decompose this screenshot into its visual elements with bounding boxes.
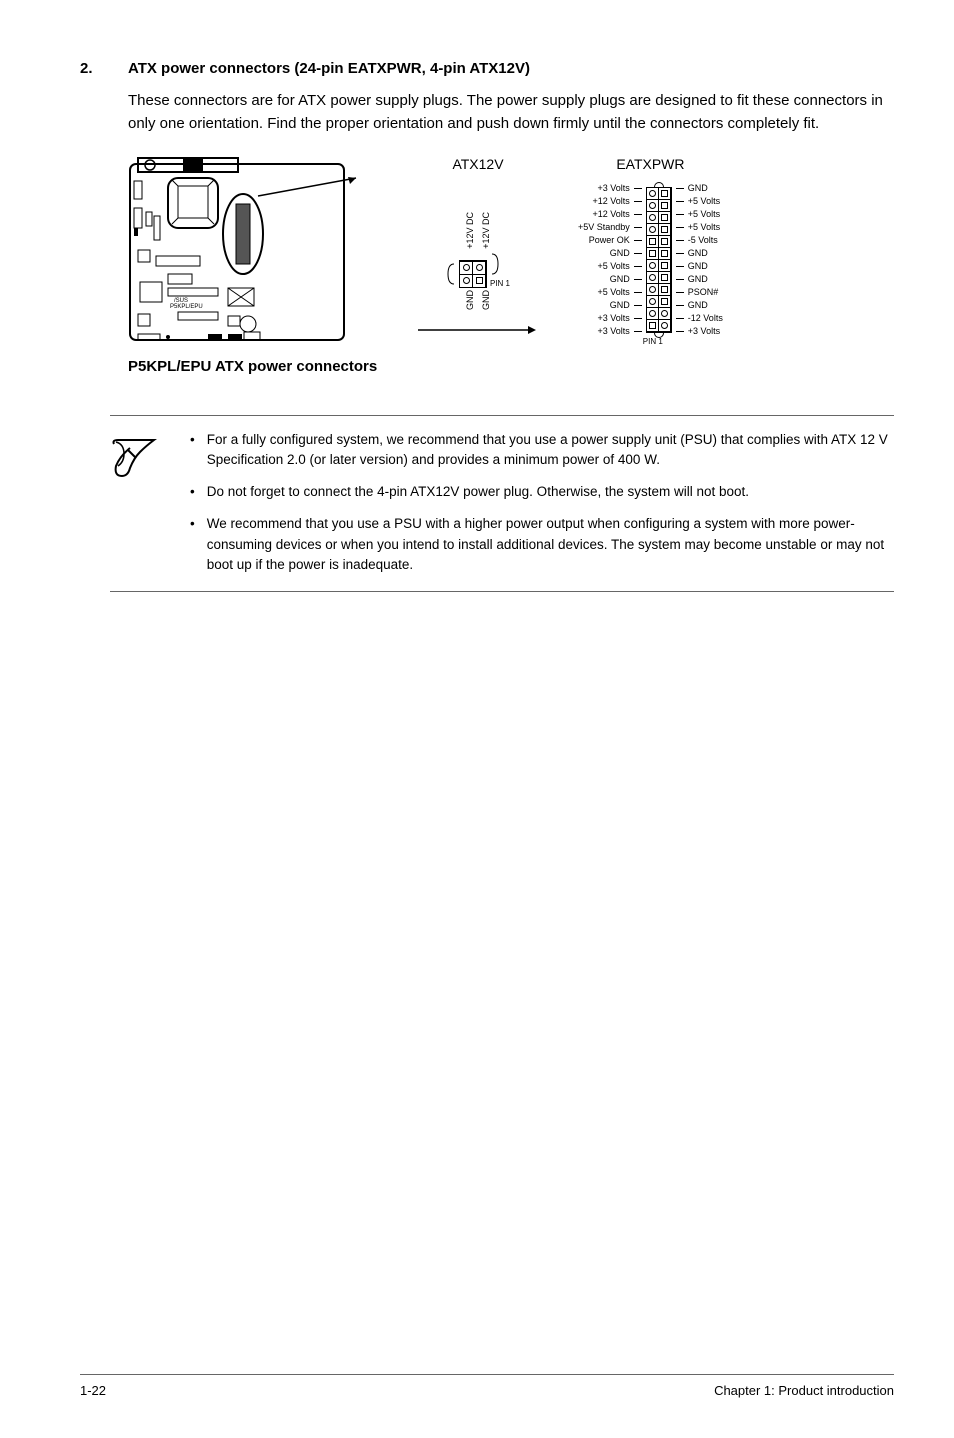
eatx-left-labels: +3 Volts +12 Volts +12 Volts +5V Standby… [578,182,630,338]
eatx-left-10: +3 Volts [578,312,630,325]
eatx-right-1: +5 Volts [688,195,723,208]
eatx-pin1: PIN 1 [643,337,663,346]
atx12v-top-1: +12V DC [481,212,491,249]
atx12v-bot-0: GND [465,290,475,310]
eatx-left-9: GND [578,299,630,312]
section-header: 2. ATX power connectors (24-pin EATXPWR,… [80,60,894,77]
eatx-right-11: +3 Volts [688,325,723,338]
eatx-left-8: +5 Volts [578,286,630,299]
page-footer: 1-22 Chapter 1: Product introduction [80,1374,894,1398]
atx12v-pins [459,260,487,288]
eatx-left-3: +5V Standby [578,221,630,234]
eatx-right-3: +5 Volts [688,221,723,234]
eatxpwr-label: EATXPWR [616,156,684,172]
note-list: For a fully configured system, we recomm… [190,430,894,576]
eatx-left-6: +5 Volts [578,260,630,273]
eatx-right-7: GND [688,273,723,286]
atx12v-column: ATX12V +12V DC +12V DC PIN 1 [418,156,538,341]
atx12v-notch-right [490,250,500,278]
note-0: For a fully configured system, we recomm… [207,430,894,471]
motherboard-diagram: /SUS P5KPL/EPU [128,156,358,346]
eatxpwr-column: EATXPWR +3 Volts +12 Volts +12 Volts +5V… [578,156,723,338]
atx12v-label: ATX12V [452,156,503,172]
atx12v-connector: +12V DC +12V DC PIN 1 GND GN [446,212,510,311]
footer-page: 1-22 [80,1383,106,1398]
eatx-right-4: -5 Volts [688,234,723,247]
eatx-left-7: GND [578,273,630,286]
eatx-right-9: GND [688,299,723,312]
note-2: We recommend that you use a PSU with a h… [207,514,894,575]
eatxpwr-connector: +3 Volts +12 Volts +12 Volts +5V Standby… [578,182,723,338]
note-1: Do not forget to connect the 4-pin ATX12… [207,482,749,502]
eatx-right-2: +5 Volts [688,208,723,221]
eatx-right-0: GND [688,182,723,195]
atx12v-notch-left [446,260,456,288]
arrow-to-eatxpwr [418,320,538,340]
eatx-left-5: GND [578,247,630,260]
eatx-left-11: +3 Volts [578,325,630,338]
note-icon [110,436,160,480]
section-body: These connectors are for ATX power suppl… [128,89,894,136]
eatx-right-6: GND [688,260,723,273]
atx12v-top-0: +12V DC [465,212,475,249]
eatx-left-1: +12 Volts [578,195,630,208]
section-title: ATX power connectors (24-pin EATXPWR, 4-… [128,60,530,77]
atx12v-pin1: PIN 1 [490,279,510,288]
diagram-caption: P5KPL/EPU ATX power connectors [128,358,894,375]
note-block: For a fully configured system, we recomm… [110,415,894,593]
eatx-right-8: PSON# [688,286,723,299]
connector-block: ATX12V +12V DC +12V DC PIN 1 [418,156,723,341]
eatx-right-labels: GND +5 Volts +5 Volts +5 Volts -5 Volts … [688,182,723,338]
atx12v-bot-1: GND [481,290,491,310]
eatx-left-2: +12 Volts [578,208,630,221]
eatx-right-5: GND [688,247,723,260]
footer-chapter: Chapter 1: Product introduction [714,1383,894,1398]
eatx-pins: PIN 1 [646,187,672,333]
eatx-left-0: +3 Volts [578,182,630,195]
eatx-left-4: Power OK [578,234,630,247]
diagram-row: /SUS P5KPL/EPU ATX12V [128,156,894,346]
eatx-right-10: -12 Volts [688,312,723,325]
svg-text:P5KPL/EPU: P5KPL/EPU [170,304,203,310]
section-number: 2. [80,60,100,77]
